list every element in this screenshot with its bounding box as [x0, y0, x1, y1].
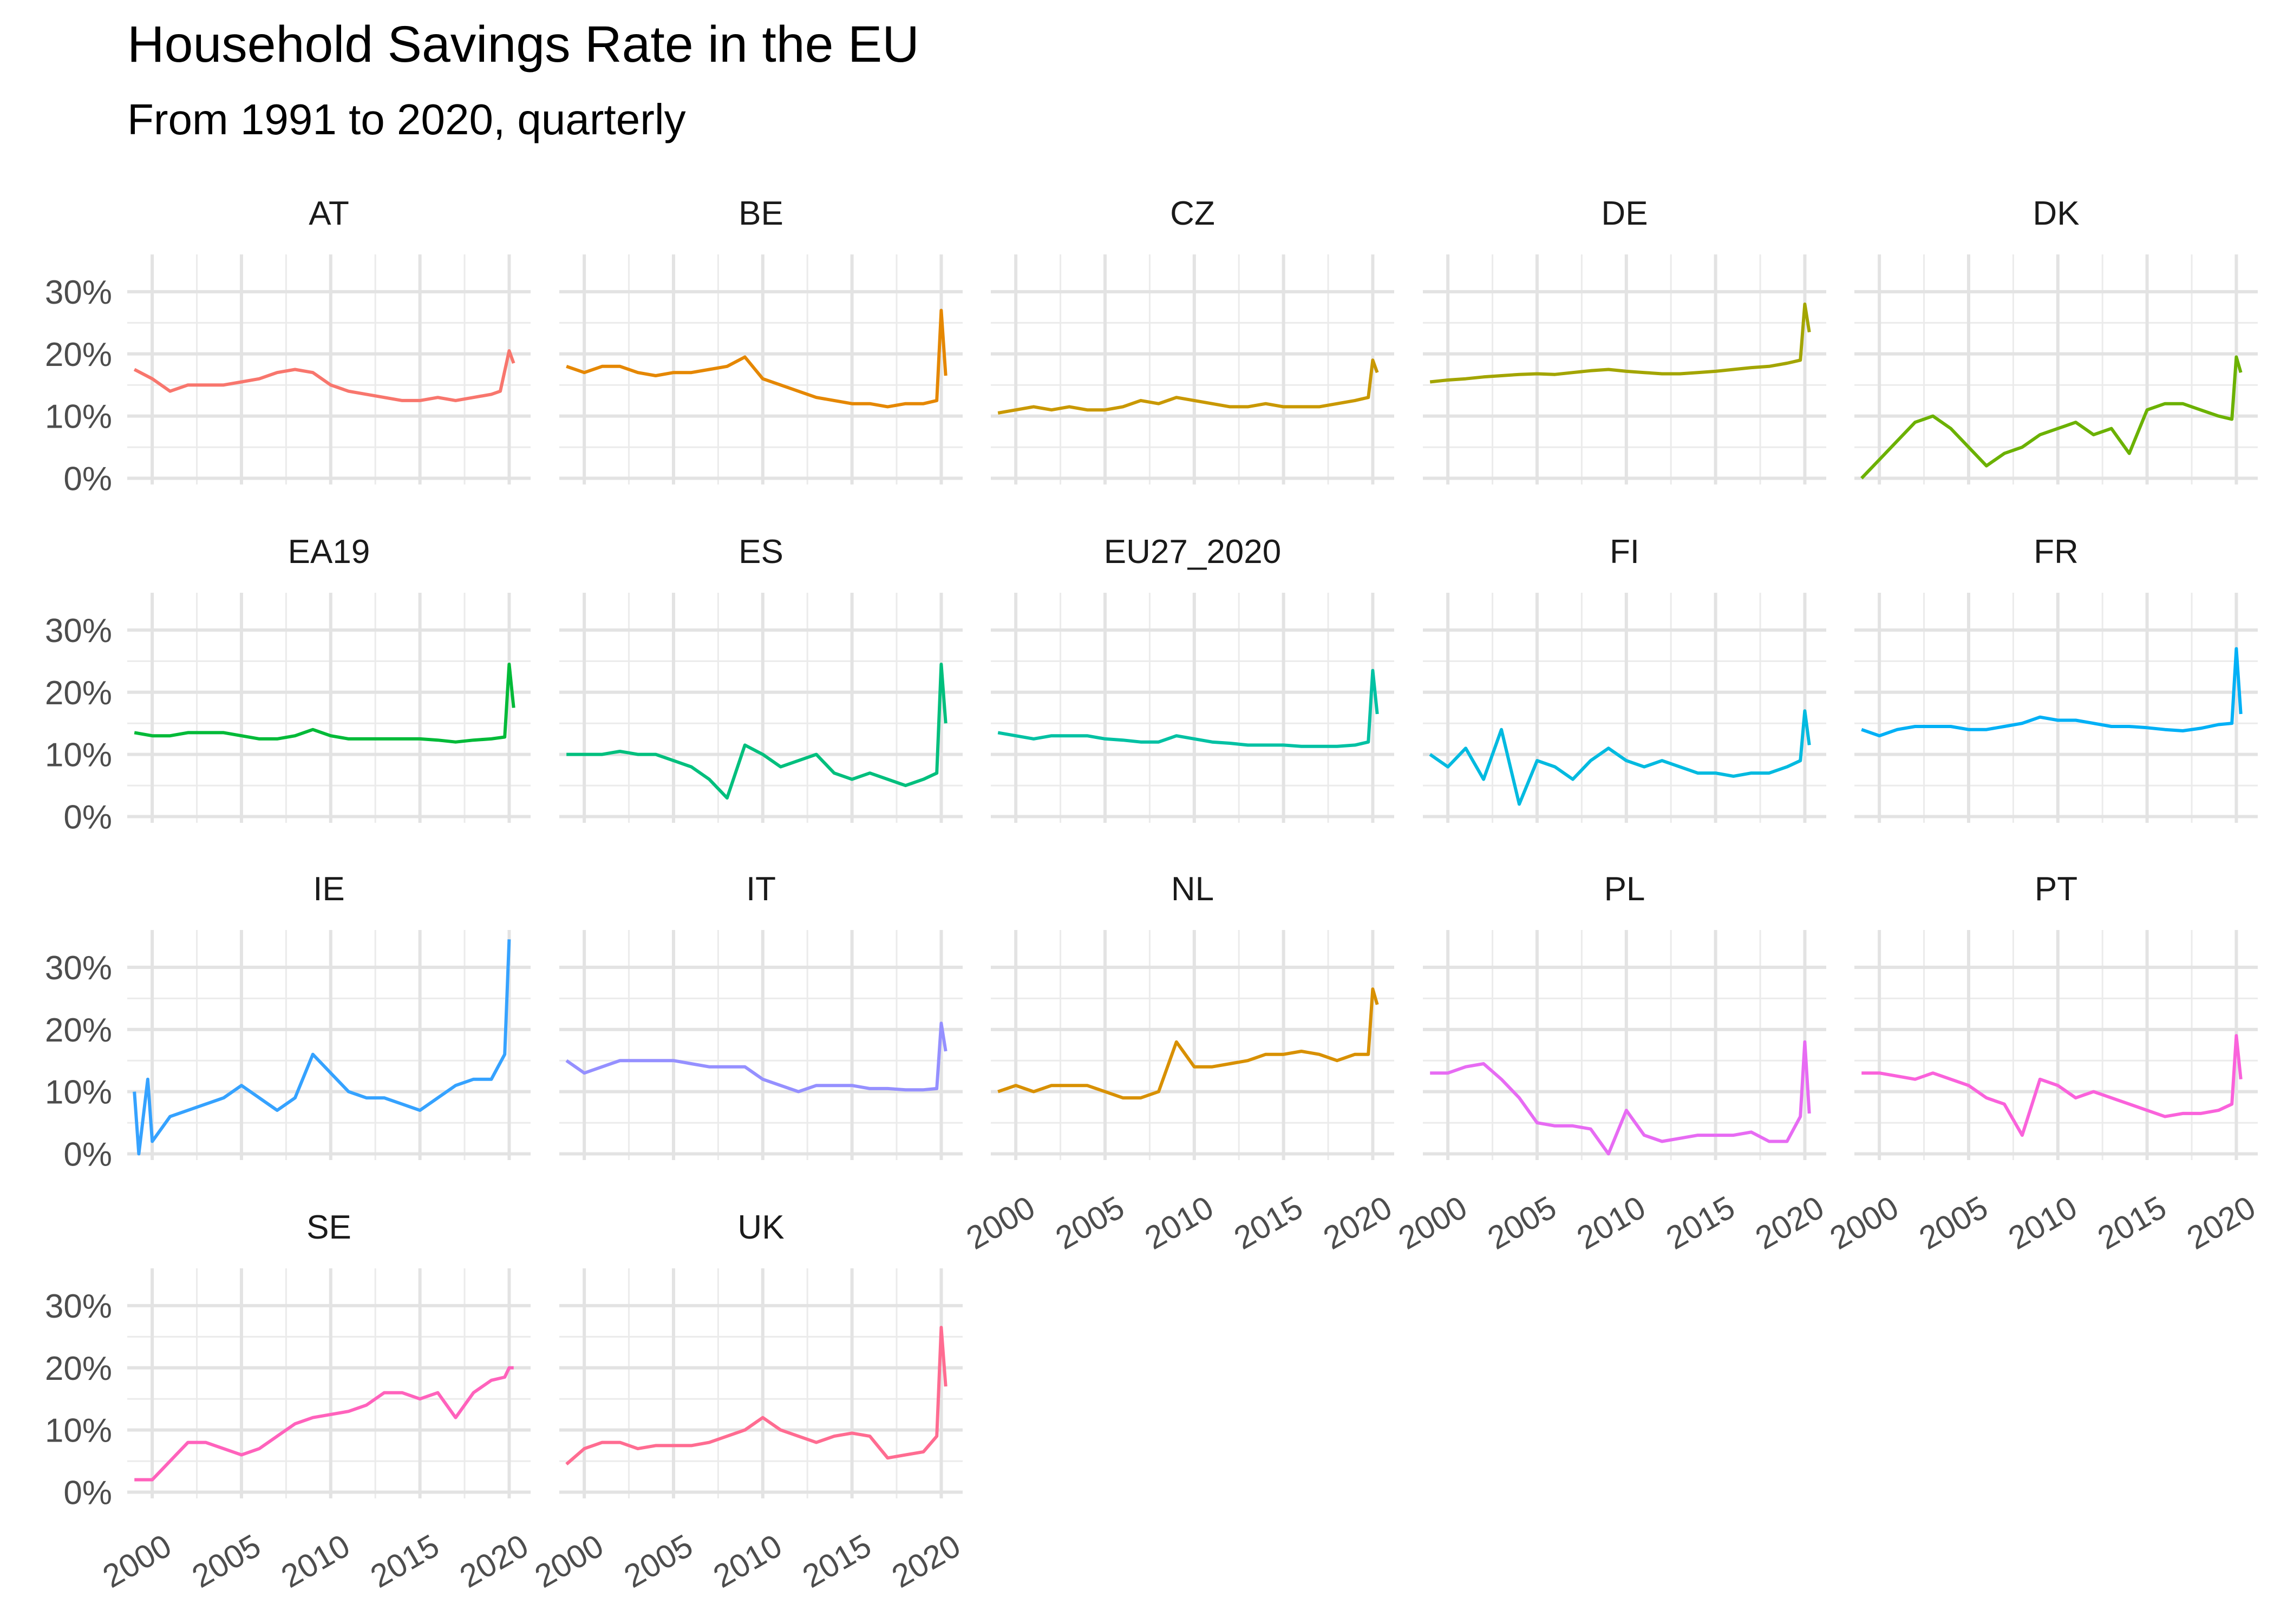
x-tick-label: 2000	[960, 1189, 1041, 1256]
facet-label: PL	[1604, 870, 1645, 908]
series-line-cz	[997, 358, 1379, 415]
x-tick-label: 2010	[2002, 1189, 2083, 1256]
series-line-it	[565, 1021, 948, 1093]
series-line-nl	[997, 987, 1379, 1100]
y-tick-label: 20%	[45, 675, 112, 712]
facet-es: ES	[559, 533, 963, 823]
facet-it: IT	[559, 870, 963, 1160]
x-tick-label: 2000	[529, 1527, 610, 1595]
series-line-pl	[1430, 1040, 1811, 1156]
facet-ea19: EA19 0% 10% 20% 30%	[45, 533, 531, 836]
x-tick-label: 2015	[364, 1527, 445, 1595]
facet-label: FR	[2034, 533, 2079, 571]
y-tick-label: 0%	[63, 799, 112, 836]
y-tick-label: 0%	[63, 1475, 112, 1512]
series-line-de	[1429, 302, 1811, 384]
x-tick-label: 2020	[1749, 1189, 1830, 1256]
series-line-uk	[565, 1326, 948, 1466]
x-tick-label: 2000	[97, 1527, 178, 1595]
facet-label: IE	[313, 870, 345, 908]
facet-nl: NL 2000 2005 2010 2015 2020	[960, 870, 1398, 1256]
facet-label: CZ	[1170, 195, 1215, 232]
chart-subtitle: From 1991 to 2020, quarterly	[127, 95, 686, 143]
x-tick-label: 2005	[186, 1527, 266, 1595]
series-line-ea19	[134, 663, 515, 744]
y-tick-label: 30%	[45, 612, 112, 650]
facet-label: IT	[746, 870, 776, 908]
facet-uk: UK 2000 2005 2010 2015 2020	[529, 1209, 966, 1595]
facet-label: BE	[739, 195, 783, 232]
facet-label: EA19	[288, 533, 370, 571]
facet-de: DE	[1423, 195, 1826, 484]
y-tick-label: 0%	[63, 461, 112, 498]
series-line-eu27_2020	[997, 669, 1379, 748]
facet-pt: PT 2000 2005 2010 2015 2020	[1824, 870, 2262, 1256]
x-tick-label: 2010	[707, 1527, 788, 1595]
series-line-fi	[1429, 709, 1811, 806]
y-tick-label: 20%	[45, 1350, 112, 1387]
facet-label: FI	[1610, 533, 1639, 571]
y-tick-label: 30%	[45, 1288, 112, 1325]
facet-label: DE	[1601, 195, 1648, 232]
x-tick-label: 2020	[886, 1527, 966, 1595]
facet-label: AT	[309, 195, 349, 232]
y-tick-label: 20%	[45, 1012, 112, 1049]
x-tick-label: 2015	[796, 1527, 877, 1595]
chart-title: Household Savings Rate in the EU	[127, 16, 919, 73]
y-tick-label: 10%	[45, 398, 112, 436]
facet-cz: CZ	[991, 195, 1394, 484]
x-tick-label: 2010	[275, 1527, 356, 1595]
x-tick-label: 2000	[1393, 1189, 1473, 1256]
series-line-be	[566, 309, 948, 409]
facet-eu27_2020: EU27_2020	[991, 533, 1394, 823]
facet-dk: DK	[1854, 195, 2258, 484]
x-tick-label: 2005	[1913, 1189, 1994, 1256]
x-tick-label: 2020	[454, 1527, 534, 1595]
x-tick-label: 2010	[1139, 1189, 1219, 1256]
x-tick-label: 2015	[1228, 1189, 1309, 1256]
x-tick-label: 2010	[1571, 1189, 1651, 1256]
x-tick-label: 2005	[1481, 1189, 1562, 1256]
series-line-es	[566, 663, 948, 800]
y-tick-label: 0%	[63, 1136, 112, 1174]
x-tick-label: 2000	[1824, 1189, 1905, 1256]
series-line-dk	[1860, 355, 2243, 480]
y-tick-label: 30%	[45, 949, 112, 987]
series-line-pt	[1861, 1034, 2243, 1137]
y-tick-label: 10%	[45, 1074, 112, 1111]
series-line-ie	[133, 939, 511, 1156]
series-line-se	[134, 1366, 514, 1482]
facet-fi: FI	[1423, 533, 1826, 823]
x-tick-label: 2005	[1049, 1189, 1130, 1256]
facet-label: EU27_2020	[1104, 533, 1282, 571]
y-tick-label: 20%	[45, 336, 112, 374]
facet-at: AT 0% 10% 20% 30%	[45, 195, 531, 498]
x-tick-label: 2015	[2092, 1189, 2172, 1256]
x-tick-label: 2020	[1317, 1189, 1398, 1256]
y-tick-label: 10%	[45, 737, 112, 774]
facet-ie: IE 0% 10% 20% 30%	[45, 870, 531, 1174]
facet-label: NL	[1171, 870, 1214, 908]
facet-be: BE	[559, 195, 963, 484]
facet-label: UK	[737, 1209, 784, 1246]
facet-label: PT	[2035, 870, 2077, 908]
facet-label: SE	[306, 1209, 351, 1246]
y-tick-label: 30%	[45, 274, 112, 311]
x-tick-label: 2005	[618, 1527, 698, 1595]
facet-label: DK	[2033, 195, 2079, 232]
facet-fr: FR	[1854, 533, 2258, 823]
series-line-fr	[1861, 647, 2243, 738]
facet-pl: PL 2000 2005 2010 2015 2020	[1393, 870, 1830, 1256]
series-line-at	[133, 349, 515, 402]
x-tick-label: 2020	[2181, 1189, 2262, 1256]
x-tick-label: 2015	[1660, 1189, 1741, 1256]
facet-label: ES	[739, 533, 783, 571]
facet-se: SE 0% 10% 20% 30% 2000 2005 2010 2015 2020	[45, 1209, 534, 1595]
y-tick-label: 10%	[45, 1412, 112, 1450]
